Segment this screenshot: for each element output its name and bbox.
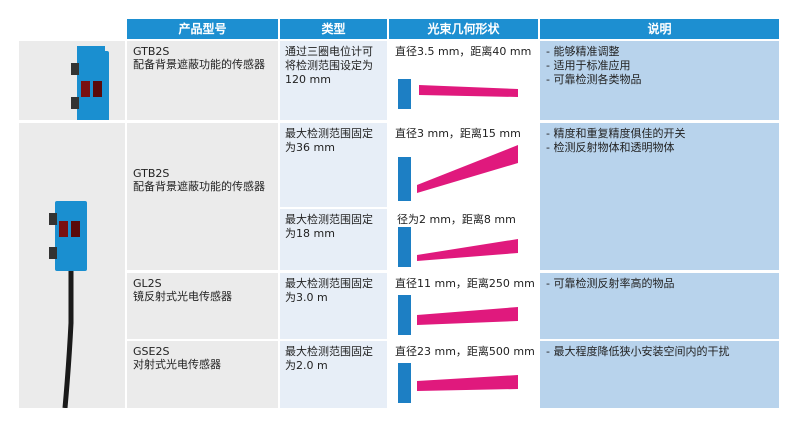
product-desc: 配备背景遮蔽功能的传感器 [133,58,265,71]
type-text: 最大检测范围固定为2.0 m [285,345,373,372]
header-type: 类型 [280,19,387,39]
emitter-block [398,157,411,201]
header-image-cell [19,19,125,39]
product-desc: 镜反射式光电传感器 [133,290,232,303]
product-cell-gse2s: GSE2S 对射式光电传感器 [127,341,278,408]
beam-text: 径为2 mm，距离8 mm [397,213,516,226]
product-code: GSE2S [133,345,170,358]
type-text: 最大检测范围固定为3.0 m [285,277,373,304]
product-cell-gtb2s-2: GTB2S 配备背景遮蔽功能的传感器 [127,123,278,270]
desc-bullet: - 适用于标准应用 [546,59,631,72]
beam-cell-4: 直径11 mm，距离250 mm [389,273,538,339]
beam-text: 直径23 mm，距离500 mm [395,345,535,358]
type-cell-4: 最大检测范围固定为3.0 m [280,273,387,339]
type-text: 最大检测范围固定为18 mm [285,213,373,240]
product-cell-gl2s: GL2S 镜反射式光电传感器 [127,273,278,339]
desc-cell-4: - 可靠检测反射率高的物品 [540,273,779,339]
beam-shape [417,239,518,261]
emitter-block [398,227,411,267]
sensor-photo-small [71,46,109,120]
beam-diagram-5 [398,363,518,403]
type-text: 最大检测范围固定为36 mm [285,127,373,154]
type-text: 通过三圈电位计可将检测范围设定为120 mm [285,45,373,86]
desc-bullet: - 可靠检测各类物品 [546,73,642,86]
beam-shape [419,85,518,97]
product-code: GL2S [133,277,162,290]
desc-bullet: - 能够精准调整 [546,45,620,58]
emitter-block [398,295,411,335]
desc-bullet: - 精度和重复精度俱佳的开关 [546,127,686,140]
desc-cell-2: - 精度和重复精度俱佳的开关 - 检测反射物体和透明物体 [540,123,779,270]
type-cell-5: 最大检测范围固定为2.0 m [280,341,387,408]
emitter-block [398,363,411,403]
type-cell-2: 最大检测范围固定为36 mm [280,123,387,207]
beam-shape [417,375,518,391]
beam-text: 直径11 mm，距离250 mm [395,277,535,290]
desc-bullet: - 检测反射物体和透明物体 [546,141,675,154]
emitter-block [398,79,411,109]
product-code: GTB2S [133,167,170,180]
type-cell-3: 最大检测范围固定为18 mm [280,209,387,270]
beam-text: 直径3 mm，距离15 mm [395,127,521,140]
beam-cell-3: 径为2 mm，距离8 mm [389,209,538,270]
beam-cell-5: 直径23 mm，距离500 mm [389,341,538,408]
sensor-photo-with-cable [49,201,87,408]
desc-bullet: - 可靠检测反射率高的物品 [546,277,675,290]
beam-shape [417,307,518,325]
sensor-image-cell-1 [19,41,125,120]
beam-diagram-2 [398,145,518,201]
beam-diagram-4 [398,295,518,335]
beam-text: 直径3.5 mm，距离40 mm [395,45,532,58]
product-code: GTB2S [133,45,170,58]
header-beam-geometry: 光束几何形状 [389,19,538,39]
desc-bullet: - 最大程度降低狭小安装空间内的干扰 [546,345,730,358]
beam-diagram-1 [398,79,518,109]
header-description: 说明 [540,19,779,39]
beam-diagram-3 [398,227,518,267]
desc-cell-5: - 最大程度降低狭小安装空间内的干扰 [540,341,779,408]
type-cell-1: 通过三圈电位计可将检测范围设定为120 mm [280,41,387,120]
product-desc: 对射式光电传感器 [133,358,221,371]
desc-cell-1: - 能够精准调整 - 适用于标准应用 - 可靠检测各类物品 [540,41,779,120]
header-product-model: 产品型号 [127,19,278,39]
beam-cell-1: 直径3.5 mm，距离40 mm [389,41,538,120]
beam-shape [417,145,518,193]
product-cell-gtb2s-1: GTB2S 配备背景遮蔽功能的传感器 [127,41,278,120]
beam-cell-2: 直径3 mm，距离15 mm [389,123,538,207]
product-desc: 配备背景遮蔽功能的传感器 [133,180,265,193]
sensor-image-cell-2 [19,123,125,408]
